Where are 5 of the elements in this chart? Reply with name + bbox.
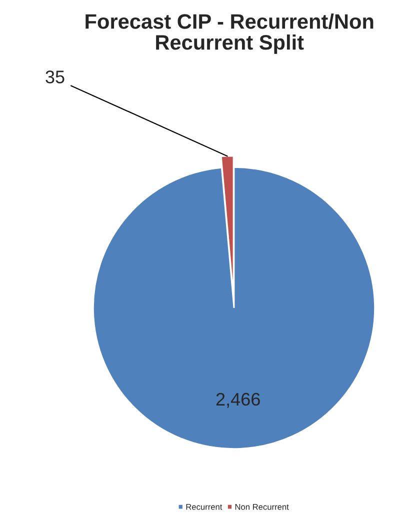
legend-label: Recurrent xyxy=(186,504,222,510)
data-label: 35 xyxy=(46,70,64,84)
chart-title: Forecast CIP - Recurrent/Non Recurrent Split xyxy=(86,14,374,54)
data-label: 2,466 xyxy=(216,392,260,408)
legend-label: Non Recurrent xyxy=(235,504,289,510)
